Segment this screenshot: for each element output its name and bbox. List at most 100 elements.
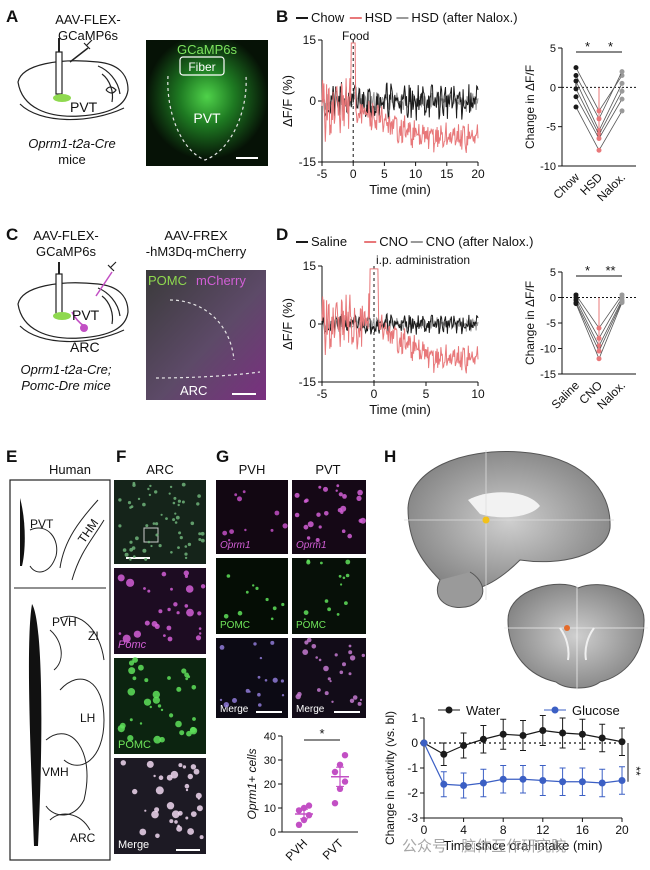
- cell-dot: [187, 542, 192, 547]
- cell-dot: [198, 538, 202, 541]
- x-tick-label: 5: [423, 387, 430, 401]
- cell-dot: [229, 529, 235, 534]
- y-tick-label: -10: [540, 161, 556, 173]
- event-label: Food: [342, 29, 369, 43]
- cell-dot: [318, 485, 322, 489]
- bar-point: [300, 816, 308, 824]
- cell-dot: [323, 486, 328, 492]
- cell-dot: [237, 610, 243, 616]
- cell-dot: [184, 556, 188, 560]
- y-tick-label: 5: [550, 267, 556, 279]
- data-point: [519, 732, 527, 739]
- g-row-merge-pvt: Merge: [296, 704, 325, 715]
- cell-dot: [154, 490, 158, 494]
- cell-dot: [183, 570, 189, 576]
- panel-g-histology: PVH PVT Oprm1 Oprm1 POMC POMC Merge Merg…: [216, 462, 366, 718]
- cell-dot: [324, 691, 329, 696]
- subject-point: [596, 356, 602, 362]
- subject-point: [573, 65, 579, 71]
- cell-dot: [197, 494, 201, 498]
- y-tick-label: -5: [546, 122, 556, 134]
- data-point: [539, 727, 547, 734]
- cell-dot: [176, 611, 180, 615]
- cell-dot: [331, 700, 334, 703]
- data-point: [479, 735, 487, 743]
- cell-dot: [272, 606, 277, 611]
- x-axis-label: Time since oral intake (min): [443, 838, 602, 853]
- cell-dot: [155, 833, 160, 839]
- c-mouse-line2: Pomc-Dre mice: [21, 378, 111, 393]
- cell-dot: [118, 498, 122, 502]
- g-row-pomc-pvh: POMC: [220, 620, 250, 631]
- cell-dot: [181, 482, 186, 487]
- x-tick-label: Chow: [551, 170, 583, 202]
- c-pomc-micrograph: [146, 270, 266, 400]
- cell-dot: [361, 653, 365, 658]
- cell-dot: [147, 487, 150, 491]
- panel-letter-c: C: [6, 225, 18, 244]
- cell-dot: [255, 586, 259, 591]
- y-axis-label: Change in ΔF/F: [523, 281, 537, 365]
- cell-dot: [118, 632, 122, 635]
- cell-dot: [179, 536, 183, 540]
- cell-dot: [200, 538, 205, 543]
- c-arc-label: ARC: [70, 339, 100, 355]
- c-img-arc: ARC: [180, 383, 207, 398]
- a-virus-line1: AAV-FLEX-: [55, 12, 121, 27]
- cell-dot: [245, 688, 250, 693]
- cell-dot: [336, 484, 340, 488]
- cell-dot: [195, 792, 202, 799]
- cell-dot: [149, 484, 152, 488]
- data-point: [440, 780, 448, 788]
- legend-label: Saline: [311, 234, 347, 249]
- cell-dot: [294, 512, 300, 518]
- x-tick-label: 4: [460, 823, 467, 837]
- cell-dot: [274, 510, 280, 516]
- cell-dot: [352, 695, 358, 700]
- a-pvt-label: PVT: [70, 99, 98, 115]
- e-label-pvt: PVT: [30, 517, 54, 531]
- cell-dot: [163, 634, 166, 637]
- y-tick-label: 0: [550, 82, 556, 94]
- cell-dot: [190, 811, 197, 817]
- subject-point: [573, 94, 579, 100]
- e-label-zi: ZI: [88, 629, 99, 643]
- cell-dot: [195, 635, 202, 641]
- y-tick-label: 15: [303, 259, 317, 273]
- cell-dot: [166, 802, 175, 810]
- cell-dot: [315, 538, 320, 542]
- y-axis-label: ΔF/F (%): [280, 75, 295, 127]
- cell-dot: [342, 494, 347, 499]
- subject-point: [573, 104, 579, 110]
- cell-dot: [185, 816, 189, 820]
- cell-dot: [281, 602, 285, 607]
- cell-dot: [177, 499, 181, 503]
- cell-dot: [257, 675, 261, 679]
- cell-dot: [132, 676, 137, 681]
- y-tick-label: 0: [270, 827, 276, 839]
- subject-point: [573, 78, 579, 84]
- y-tick-label: -10: [540, 344, 556, 356]
- y-tick-label: -3: [407, 811, 418, 825]
- cell-dot: [226, 574, 231, 578]
- cell-dot: [152, 522, 156, 525]
- cell-dot: [132, 657, 139, 663]
- cell-dot: [168, 492, 171, 495]
- cell-dot: [190, 521, 195, 526]
- cell-dot: [178, 531, 182, 535]
- data-point: [578, 778, 586, 786]
- cell-dot: [311, 644, 317, 649]
- cell-dot: [170, 587, 173, 591]
- cell-dot: [303, 524, 309, 530]
- cell-dot: [184, 574, 188, 579]
- cell-dot: [182, 765, 187, 769]
- a-pvt-marker: [53, 94, 71, 102]
- data-point: [578, 730, 586, 738]
- y-axis-label: Change in ΔF/F: [523, 65, 537, 149]
- cell-dot: [282, 523, 288, 529]
- panel-letter-d: D: [276, 225, 288, 244]
- cell-dot: [170, 551, 173, 554]
- g-row-oprm1-pvh: Oprm1: [220, 540, 251, 551]
- cell-dot: [152, 696, 160, 704]
